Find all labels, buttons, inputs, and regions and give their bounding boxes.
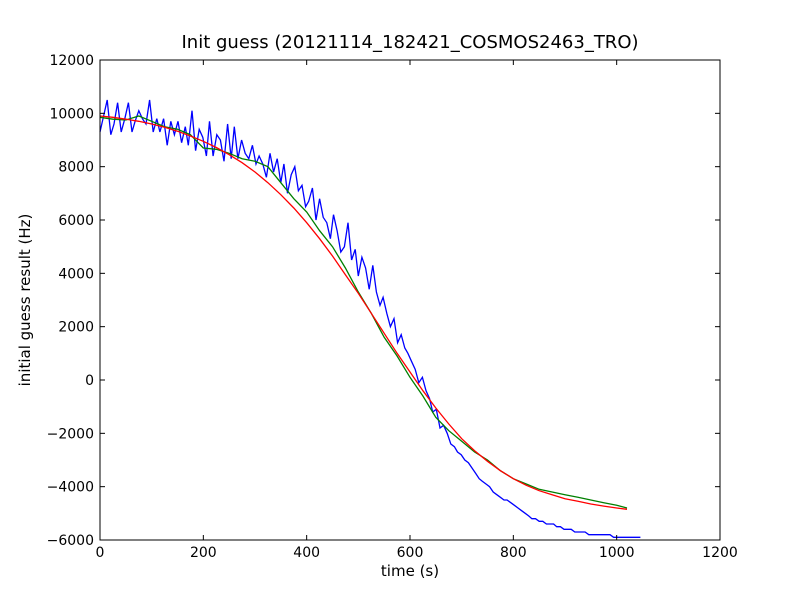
y-tick-label: 4000 xyxy=(58,266,94,282)
x-axis-label: time (s) xyxy=(381,562,439,580)
series-line-3 xyxy=(99,115,628,510)
x-tick-label: 1000 xyxy=(599,545,635,561)
y-tick-label: −4000 xyxy=(47,480,94,496)
y-tick-label: 6000 xyxy=(58,213,94,229)
y-tick-label: −6000 xyxy=(47,533,94,549)
y-tick-label: 10000 xyxy=(49,106,94,122)
x-tick-label: 0 xyxy=(96,545,105,561)
x-tick-label: 400 xyxy=(293,545,320,561)
series-line-1 xyxy=(99,99,641,538)
y-axis-label: initial guess result (Hz) xyxy=(16,214,34,387)
y-tick-label: 0 xyxy=(85,373,94,389)
y-tick-label: −2000 xyxy=(47,426,94,442)
y-tick-label: 12000 xyxy=(49,53,94,69)
x-tick-label: 200 xyxy=(190,545,217,561)
y-tick-label: 2000 xyxy=(58,320,94,336)
x-tick-label: 600 xyxy=(397,545,424,561)
ticks-layer: 0 200 400 600 800 1000 1200 −6000 −4000 −2000 0 200… xyxy=(47,53,738,561)
chart-title: Init guess (20121114_182421_COSMOS2463_T… xyxy=(181,32,638,53)
series-layer xyxy=(99,99,641,538)
x-tick-label: 800 xyxy=(500,545,527,561)
x-tick-label: 1200 xyxy=(702,545,738,561)
y-tick-label: 8000 xyxy=(58,160,94,176)
